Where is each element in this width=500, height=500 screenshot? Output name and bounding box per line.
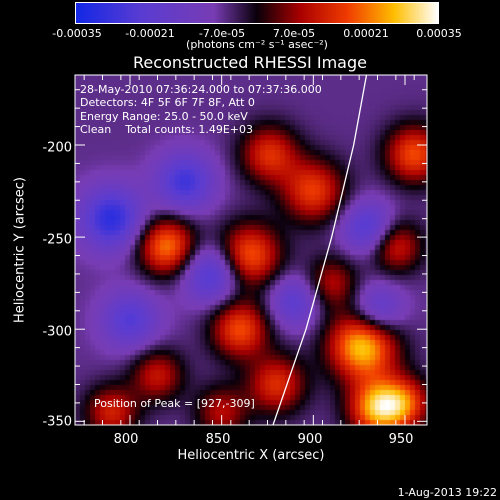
colorbar-tick: -7.0e-05 — [198, 27, 246, 40]
colorbar — [75, 2, 439, 24]
y-tick-label: -200 — [42, 140, 72, 156]
y-tick-label: -350 — [42, 414, 72, 430]
plot-timestamp: 1-Aug-2013 19:22 — [397, 486, 497, 499]
colorbar-tick: 0.00035 — [416, 27, 462, 40]
peak-position: Position of Peak = [927,-309] — [94, 397, 255, 410]
x-tick-label: 850 — [205, 432, 231, 447]
x-tick-label: 950 — [388, 432, 414, 447]
colorbar-tick: -0.00035 — [52, 27, 102, 40]
info-detectors: Detectors: 4F 5F 6F 7F 8F, Att 0 — [80, 96, 255, 109]
colorbar-units: (photons cm⁻² s⁻¹ asec⁻²) — [186, 38, 328, 51]
solar-limb-line — [272, 74, 368, 426]
axis-tick-marks — [75, 75, 427, 425]
y-tick-label: -250 — [42, 232, 72, 248]
info-clean-counts: Clean Total counts: 1.49E+03 — [80, 123, 254, 136]
heatmap-image — [75, 75, 427, 425]
plot-frame — [74, 74, 428, 426]
x-tick-label: 900 — [297, 432, 323, 447]
chart-title: Reconstructed RHESSI Image — [133, 53, 367, 72]
colorbar-tick: 0.00021 — [343, 27, 389, 40]
x-tick-label: 800 — [113, 432, 139, 447]
info-energy-range: Energy Range: 25.0 - 50.0 keV — [80, 110, 248, 123]
info-time-range: 28-May-2010 07:36:24.000 to 07:37:36.000 — [80, 83, 322, 96]
y-axis-label: Heliocentric Y (arcsec) — [12, 177, 28, 323]
colorbar-tick: -0.00021 — [125, 27, 175, 40]
y-tick-label: -300 — [42, 324, 72, 340]
x-axis-label: Heliocentric X (arcsec) — [177, 448, 325, 463]
colorbar-tick: 7.0e-05 — [272, 27, 316, 40]
